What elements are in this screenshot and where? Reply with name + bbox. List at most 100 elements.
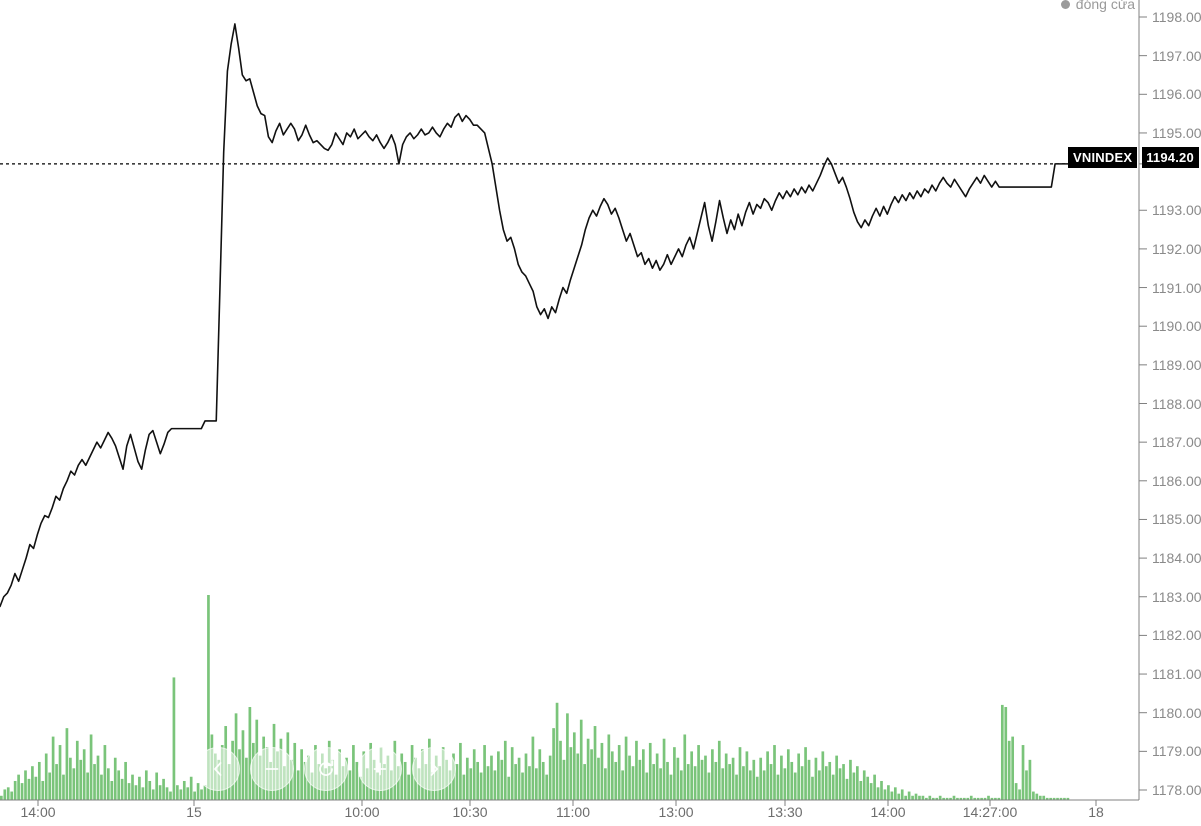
volume-bars-group [0, 595, 1070, 800]
volume-bar [807, 759, 811, 800]
volume-bar [797, 753, 801, 800]
volume-bar [1056, 797, 1059, 800]
y-axis-tick-label: 1198.00 [1152, 9, 1201, 25]
volume-bar [835, 755, 838, 800]
y-axis-tick-label: 1195.00 [1152, 124, 1201, 141]
volume-bar [586, 738, 590, 800]
volume-bar [621, 770, 624, 800]
volume-bar [700, 759, 704, 800]
volume-bar [341, 766, 345, 800]
volume-bar [624, 736, 628, 800]
volume-bar [880, 780, 883, 800]
volume-bar [856, 766, 859, 800]
volume-bar [914, 793, 918, 800]
volume-bar [662, 738, 666, 800]
volume-bar [935, 797, 939, 800]
volume-bar [196, 783, 200, 800]
volume-bar [55, 764, 58, 800]
volume-bar [241, 730, 245, 800]
volume-bar [631, 766, 635, 800]
volume-bar [679, 770, 683, 800]
volume-bar [17, 774, 20, 800]
volume-bar [617, 745, 621, 800]
volume-bar [1021, 745, 1025, 800]
volume-bar [766, 751, 769, 800]
volume-bar [155, 772, 159, 800]
volume-bar [172, 677, 176, 800]
volume-bar [759, 757, 763, 800]
volume-bar [1063, 797, 1066, 800]
volume-bar [738, 747, 742, 800]
volume-bar [593, 726, 597, 800]
volume-bar [942, 797, 945, 800]
volume-bar [51, 736, 55, 800]
volume-bar [186, 787, 190, 800]
volume-bar [572, 732, 576, 800]
y-axis-tick-label: 1189.00 [1152, 356, 1201, 373]
volume-bar [642, 749, 645, 800]
volume-bar [590, 749, 593, 800]
volume-bar [296, 770, 300, 800]
pan-right-button[interactable] [412, 747, 456, 791]
volume-bar [476, 761, 480, 800]
volume-bar [638, 759, 642, 800]
volume-bar [72, 768, 76, 800]
volume-bar [189, 776, 193, 800]
y-axis-tick-label: 1181.00 [1152, 666, 1201, 683]
volume-bar [614, 761, 618, 800]
volume-bar [724, 753, 728, 800]
volume-bar [293, 742, 297, 800]
volume-bar [1038, 795, 1042, 800]
volume-bar [207, 595, 210, 800]
volume-bar [1049, 797, 1052, 800]
reset-zoom-button[interactable] [304, 747, 348, 791]
zoom-in-button[interactable] [358, 747, 402, 791]
volume-bar [176, 785, 179, 800]
volume-bar [89, 734, 93, 800]
volume-bar [693, 766, 697, 800]
volume-bar [828, 761, 832, 800]
volume-bar [545, 774, 549, 800]
volume-bar [742, 766, 745, 800]
volume-bar [952, 795, 956, 800]
volume-bar [521, 772, 524, 800]
volume-bar [465, 757, 469, 800]
volume-bar [931, 797, 935, 800]
volume-bar [983, 797, 987, 800]
volume-bar [980, 797, 983, 800]
volume-bar [75, 740, 79, 800]
zoom-out-button[interactable] [250, 747, 294, 791]
volume-bar [576, 753, 580, 800]
chart-navigation-controls[interactable] [196, 747, 456, 791]
volume-bar [552, 728, 555, 800]
volume-bar [358, 776, 362, 800]
volume-bar [876, 787, 880, 800]
volume-bar [783, 768, 787, 800]
volume-bar [686, 764, 690, 800]
volume-bar [69, 757, 72, 800]
volume-bar [497, 751, 500, 800]
volume-bar [62, 774, 65, 800]
volume-bar [862, 770, 866, 800]
volume-bar [714, 761, 718, 800]
volume-bar [141, 787, 145, 800]
volume-bar [707, 772, 711, 800]
y-axis-tick-label: 1182.00 [1152, 627, 1201, 644]
volume-bar [507, 776, 511, 800]
volume-bar [1011, 736, 1015, 800]
volume-bar [131, 774, 134, 800]
price-line-series [0, 23, 1071, 608]
x-axis-tick-label: 11:00 [556, 804, 590, 820]
volume-bar [1042, 795, 1046, 800]
volume-bar [849, 759, 852, 800]
volume-bar [842, 764, 845, 800]
volume-bar [749, 770, 752, 800]
volume-bar [838, 768, 842, 800]
chevron-left-icon [214, 762, 222, 776]
x-axis-tick-label: 18 [1088, 804, 1104, 820]
x-axis-ticks-group [37, 800, 1097, 806]
pan-left-button[interactable] [196, 747, 240, 791]
y-axis-tick-label: 1183.00 [1152, 588, 1201, 605]
